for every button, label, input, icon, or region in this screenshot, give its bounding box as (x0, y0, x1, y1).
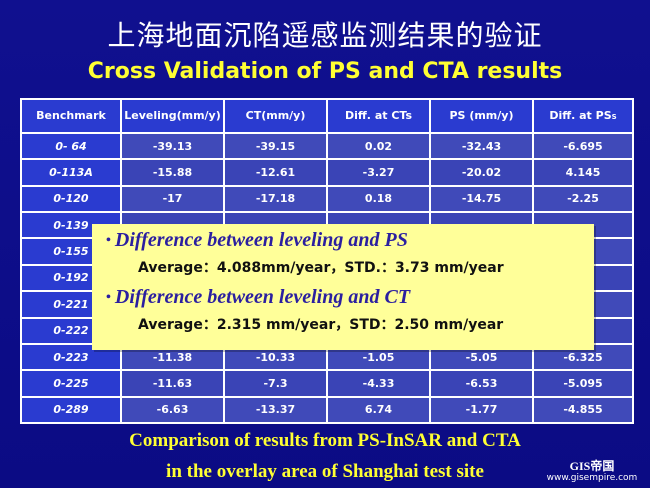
cell-ct: -17.18 (223, 184, 328, 214)
cell-benchmark: 0-289 (20, 395, 122, 425)
cell-diff-ct: 0.18 (326, 184, 431, 214)
cell-diff-ps: -4.855 (532, 395, 634, 425)
cell-diff-ct: -4.33 (326, 369, 431, 398)
cell-ps: -14.75 (429, 184, 534, 214)
bullet-icon: • (106, 290, 111, 305)
cell-ct: -7.3 (223, 369, 328, 398)
callout-stat-ps: Average：4.088mm/year，STD.：3.73 mm/year (138, 260, 504, 276)
cell-benchmark: 0- 64 (20, 131, 122, 161)
cell-leveling: -11.63 (120, 369, 225, 398)
callout-heading-ct: • Difference between leveling and CT (106, 285, 594, 310)
header-benchmark: Benchmark (20, 98, 122, 134)
callout-stat-ct: Average：2.315 mm/year，STD：2.50 mm/year (138, 317, 504, 333)
cell-ps: -6.53 (429, 369, 534, 398)
cell-ct: -12.61 (223, 158, 328, 187)
cell-ps: -32.43 (429, 131, 534, 161)
table-row: 0-113A -15.88 -12.61 -3.27 -20.02 4.145 (20, 158, 634, 187)
header-diff-ps-main: Diff. at PS (549, 108, 612, 122)
cell-ct: -39.15 (223, 131, 328, 161)
header-leveling: Leveling(mm/y) (120, 98, 225, 134)
cell-ct: -13.37 (223, 395, 328, 425)
caption-line-1: Comparison of results from PS-InSAR and … (129, 430, 521, 451)
header-ct: CT(mm/y) (223, 98, 328, 134)
cell-diff-ps: -6.695 (532, 131, 634, 161)
table-row: 0- 64 -39.13 -39.15 0.02 -32.43 -6.695 (20, 131, 634, 161)
header-ps: PS (mm/y) (429, 98, 534, 134)
cell-diff-ps: -5.095 (532, 369, 634, 398)
cell-benchmark: 0-113A (20, 158, 122, 187)
cell-ps: -1.77 (429, 395, 534, 425)
table-row: 0-120 -17 -17.18 0.18 -14.75 -2.25 (20, 184, 634, 214)
cell-leveling: -17 (120, 184, 225, 214)
cell-diff-ct: 6.74 (326, 395, 431, 425)
header-diff-ct: Diff. at CTs (326, 98, 431, 134)
cell-diff-ct: 0.02 (326, 131, 431, 161)
cell-diff-ps: -2.25 (532, 184, 634, 214)
statistics-callout: • Difference between leveling and PS Aver… (92, 224, 594, 350)
table-row: 0-225 -11.63 -7.3 -4.33 -6.53 -5.095 (20, 369, 634, 398)
logo-mark: GIS帝国 (569, 459, 615, 473)
header-diff-ps: Diff. at PSS (532, 98, 634, 134)
cell-leveling: -15.88 (120, 158, 225, 187)
cell-benchmark: 0-120 (20, 184, 122, 214)
cell-benchmark: 0-225 (20, 369, 122, 398)
callout-heading-ps: • Difference between leveling and PS (106, 228, 594, 253)
table-row: 0-289 -6.63 -13.37 6.74 -1.77 -4.855 (20, 395, 634, 425)
cell-leveling: -39.13 (120, 131, 225, 161)
cell-diff-ct: -3.27 (326, 158, 431, 187)
callout-heading-ps-text: Difference between leveling and PS (114, 229, 408, 251)
bullet-icon: • (106, 233, 111, 248)
logo-url: www.gisempire.com (546, 473, 638, 483)
caption-line-2: in the overlay area of Shanghai test sit… (166, 461, 484, 482)
cell-leveling: -6.63 (120, 395, 225, 425)
cell-ps: -20.02 (429, 158, 534, 187)
cell-diff-ps: 4.145 (532, 158, 634, 187)
table-header-row: Benchmark Leveling(mm/y) CT(mm/y) Diff. … (20, 98, 634, 134)
page-title-en: Cross Validation of PS and CTA results (87, 59, 563, 84)
page-title-cn: 上海地面沉陷遥感监测结果的验证 (107, 19, 543, 52)
site-logo: GIS帝国 www.gisempire.com (540, 460, 644, 484)
header-diff-ps-sub: S (611, 112, 617, 121)
callout-heading-ct-text: Difference between leveling and CT (114, 286, 411, 308)
